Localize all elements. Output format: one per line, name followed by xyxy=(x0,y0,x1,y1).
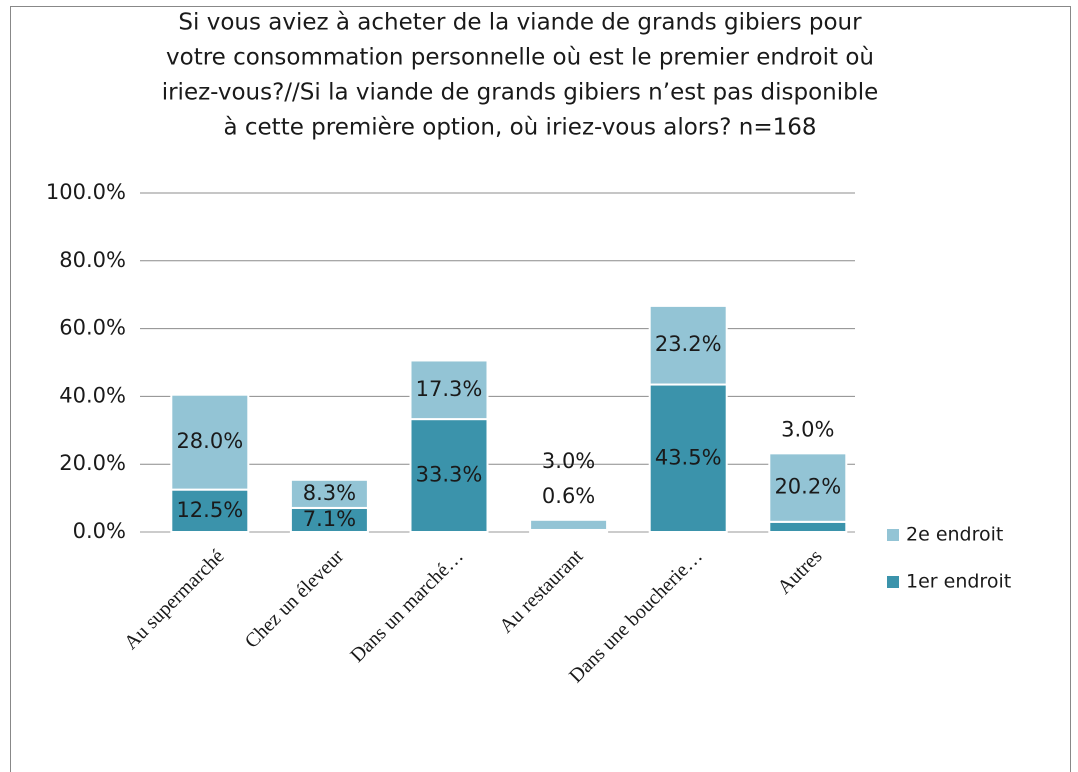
x-tick-label: Chez un éleveur xyxy=(241,545,349,653)
data-label: 43.5% xyxy=(655,445,722,469)
data-label: 33.3% xyxy=(416,463,483,487)
legend-label: 2e endroit xyxy=(906,524,1003,546)
data-label: 17.3% xyxy=(416,377,483,401)
data-label: 12.5% xyxy=(176,498,243,522)
bar-segment xyxy=(768,452,848,523)
y-tick-label: 100.0% xyxy=(46,180,126,204)
bar-segment xyxy=(409,418,489,534)
data-label: 7.1% xyxy=(303,507,356,531)
chart-title: votre consommation personnelle où est le… xyxy=(166,45,874,71)
x-tick-label: Autres xyxy=(773,545,826,598)
x-tick-label: Dans une boucherie… xyxy=(565,545,707,687)
bar-segment xyxy=(648,304,728,386)
data-label: 20.2% xyxy=(774,475,841,499)
chart-title: iriez-vous?//Si la viande de grands gibi… xyxy=(162,80,879,106)
x-tick-label: Au supermarché xyxy=(120,545,229,654)
y-tick-label: 60.0% xyxy=(59,316,126,340)
y-tick-label: 80.0% xyxy=(59,248,126,272)
chart-border xyxy=(10,6,1071,772)
data-label: 23.2% xyxy=(655,332,722,356)
chart-title: à cette première option, où iriez-vous a… xyxy=(223,115,816,141)
bar-segment xyxy=(409,359,489,421)
legend-label: 1er endroit xyxy=(906,571,1011,593)
bar-segment xyxy=(289,478,369,509)
bar-segment xyxy=(648,383,728,533)
bar-segment xyxy=(170,488,250,533)
y-tick-label: 0.0% xyxy=(73,519,126,543)
x-tick-label: Dans un marché… xyxy=(346,545,468,667)
bar-segment xyxy=(529,518,609,531)
bar-segment xyxy=(170,393,250,491)
data-label: 3.0% xyxy=(781,417,834,441)
data-label: 8.3% xyxy=(303,481,356,505)
y-tick-label: 20.0% xyxy=(59,451,126,475)
bar-segment xyxy=(289,506,369,533)
data-label: 3.0% xyxy=(542,449,595,473)
legend-swatch xyxy=(887,576,899,588)
legend-swatch xyxy=(887,529,899,541)
chart-title: Si vous aviez à acheter de la viande de … xyxy=(178,10,862,36)
x-tick-label: Au restaurant xyxy=(495,545,587,637)
data-label: 28.0% xyxy=(176,429,243,453)
data-label: 0.6% xyxy=(542,484,595,508)
bar-segment xyxy=(768,520,848,534)
y-tick-label: 40.0% xyxy=(59,383,126,407)
